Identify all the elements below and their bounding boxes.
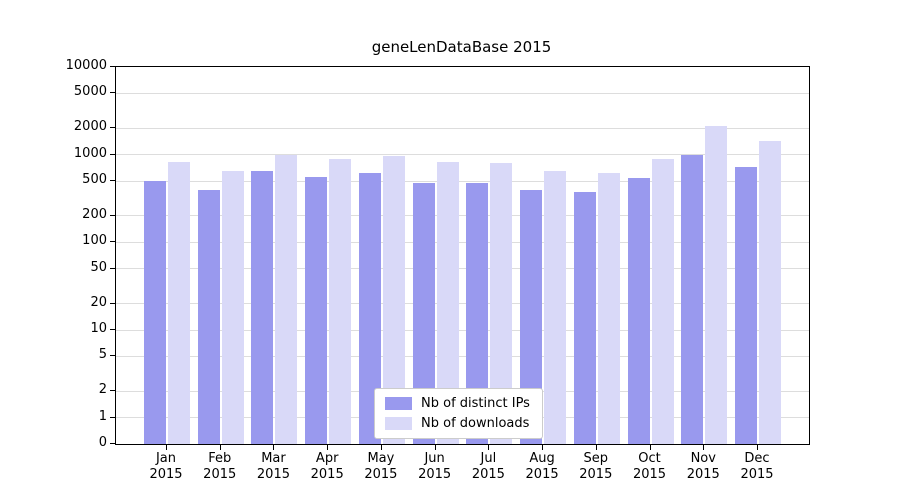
gridline bbox=[116, 329, 809, 331]
gridline bbox=[116, 355, 809, 357]
y-tick bbox=[110, 153, 115, 155]
y-tick bbox=[110, 267, 115, 269]
y-tick bbox=[110, 302, 115, 304]
bar-distinct-ips bbox=[412, 182, 435, 444]
y-tick-label: 500 bbox=[82, 172, 107, 188]
x-tick-label: Feb 2015 bbox=[203, 451, 237, 482]
y-tick bbox=[110, 390, 115, 392]
chart-title: geneLenDataBase 2015 bbox=[371, 38, 552, 56]
legend-swatch-distinct-ips bbox=[385, 397, 412, 410]
x-tick-label: Sep 2015 bbox=[579, 451, 613, 482]
y-tick-label: 100 bbox=[82, 233, 107, 249]
bar-distinct-ips bbox=[573, 191, 596, 444]
bar-distinct-ips bbox=[735, 167, 757, 444]
bar-downloads bbox=[651, 158, 674, 444]
x-tick bbox=[757, 445, 758, 450]
y-tick-label: 1 bbox=[98, 408, 107, 424]
plot-area bbox=[115, 66, 810, 445]
legend: Nb of distinct IPs Nb of downloads bbox=[374, 388, 543, 439]
y-tick bbox=[110, 443, 115, 444]
gridline bbox=[116, 215, 809, 217]
gridline bbox=[116, 268, 809, 270]
x-tick-label: Mar 2015 bbox=[256, 451, 290, 482]
y-tick bbox=[110, 180, 115, 182]
gridline bbox=[116, 92, 809, 94]
legend-item-distinct-ips: Nb of distinct IPs bbox=[385, 396, 530, 411]
y-tick bbox=[110, 355, 115, 357]
y-tick-label: 2 bbox=[98, 382, 107, 398]
legend-label-downloads: Nb of downloads bbox=[421, 416, 530, 431]
x-tick-label: Jan 2015 bbox=[149, 451, 183, 482]
x-tick bbox=[166, 445, 167, 450]
y-tick-label: 5000 bbox=[73, 84, 107, 100]
y-tick-label: 200 bbox=[82, 206, 107, 222]
legend-label-distinct-ips: Nb of distinct IPs bbox=[421, 396, 530, 411]
y-tick bbox=[110, 92, 115, 94]
bar-distinct-ips bbox=[197, 189, 220, 444]
y-tick bbox=[110, 241, 115, 243]
x-tick bbox=[219, 445, 221, 450]
bar-distinct-ips bbox=[466, 183, 489, 444]
bar-distinct-ips bbox=[144, 181, 166, 444]
bar-distinct-ips bbox=[305, 177, 328, 444]
x-tick bbox=[273, 445, 275, 450]
y-tick-label: 1000 bbox=[73, 145, 107, 161]
x-tick bbox=[488, 445, 490, 450]
gridline bbox=[116, 127, 809, 129]
bar-downloads bbox=[759, 140, 781, 444]
gridline bbox=[116, 303, 809, 305]
x-tick-label: Jul 2015 bbox=[471, 451, 505, 482]
y-tick bbox=[110, 329, 115, 331]
bar-downloads bbox=[597, 172, 620, 444]
y-tick-label: 10 bbox=[90, 321, 107, 337]
y-tick bbox=[110, 214, 115, 216]
legend-swatch-downloads bbox=[385, 417, 412, 430]
x-tick bbox=[649, 445, 651, 450]
y-tick-label: 2000 bbox=[73, 119, 107, 135]
x-tick-label: Dec 2015 bbox=[740, 451, 774, 482]
bar-downloads bbox=[168, 162, 190, 444]
x-tick bbox=[703, 445, 705, 450]
legend-item-downloads: Nb of downloads bbox=[385, 416, 530, 431]
bar-downloads bbox=[275, 154, 298, 444]
x-tick-label: Aug 2015 bbox=[525, 451, 559, 482]
bar-downloads bbox=[221, 171, 244, 444]
x-tick-label: Jun 2015 bbox=[418, 451, 452, 482]
x-tick bbox=[542, 445, 544, 450]
bar-distinct-ips bbox=[251, 171, 274, 444]
y-tick-label: 50 bbox=[90, 259, 107, 275]
x-tick bbox=[327, 445, 329, 450]
x-tick bbox=[595, 445, 597, 450]
gridline bbox=[116, 241, 809, 243]
y-tick-label: 10000 bbox=[65, 58, 107, 73]
x-tick-label: May 2015 bbox=[364, 451, 398, 482]
y-tick bbox=[110, 127, 115, 129]
bar-downloads bbox=[544, 171, 567, 444]
gridline bbox=[116, 180, 809, 182]
bar-distinct-ips bbox=[627, 178, 650, 444]
bar-distinct-ips bbox=[520, 189, 543, 444]
y-tick-label: 5 bbox=[98, 347, 107, 363]
bar-downloads bbox=[705, 125, 728, 444]
bar-downloads bbox=[490, 163, 513, 444]
bar-downloads bbox=[436, 161, 459, 444]
x-tick bbox=[434, 445, 436, 450]
bar-downloads bbox=[382, 156, 405, 444]
bar-distinct-ips bbox=[681, 155, 704, 444]
y-tick-label: 0 bbox=[98, 435, 107, 450]
x-tick bbox=[380, 445, 382, 450]
x-tick-label: Oct 2015 bbox=[632, 451, 667, 482]
gridline bbox=[116, 154, 809, 156]
bar-downloads bbox=[329, 159, 352, 444]
bar-distinct-ips bbox=[358, 172, 381, 444]
x-tick-label: Nov 2015 bbox=[686, 451, 720, 482]
y-tick-label: 20 bbox=[90, 294, 107, 310]
x-tick-label: Apr 2015 bbox=[310, 451, 344, 482]
y-tick bbox=[110, 416, 115, 418]
y-tick bbox=[110, 66, 115, 67]
